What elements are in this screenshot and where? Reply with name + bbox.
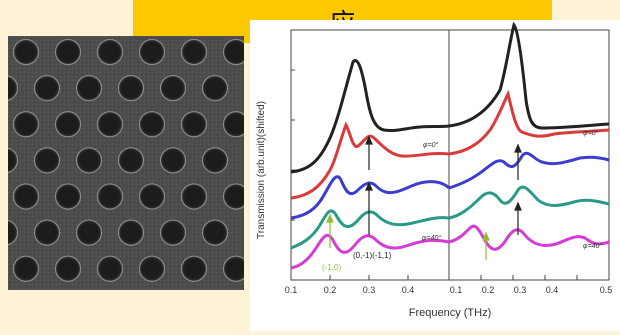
right-curve-black [449,25,609,128]
hole [97,183,123,209]
tick-right-4: 0.5 [600,285,613,295]
tick-right-1: 0.2 [482,285,495,295]
hole [160,75,186,101]
tick-left-0: 0.1 [285,285,298,295]
hole [139,111,165,137]
hole [160,147,186,173]
hole [118,147,144,173]
hole [181,256,207,282]
hole [55,183,81,209]
hole [139,256,165,282]
right-curve-red [449,94,609,154]
hole [97,39,123,65]
hole [76,220,102,246]
hole [97,256,123,282]
hole [181,183,207,209]
hole [202,75,228,101]
hole [76,147,102,173]
hole [181,111,207,137]
hole [13,183,39,209]
hole [139,183,165,209]
hole [34,75,60,101]
hole [55,111,81,137]
right-curve-blue [449,153,609,188]
tick-right-2: 0.3 [514,285,527,295]
left-ann-low: (-1,0) [322,263,341,272]
left-label-phi0: φ=0° [423,141,439,149]
hole-array-image [8,36,244,290]
tick-right-3: 0.4 [546,285,559,295]
x-axis-label: Frequency (THz) [409,307,492,319]
hole [13,256,39,282]
left-ann-mid: (0,-1)(-1,1) [353,251,392,260]
hole [160,220,186,246]
hole [118,220,144,246]
hole [13,111,39,137]
hole [34,147,60,173]
hole [34,220,60,246]
hole [97,111,123,137]
right-label-phi40: φ=40° [583,242,602,250]
hole [118,75,144,101]
sem-micrograph [8,36,244,290]
right-curve-teal [449,187,609,218]
hole [55,39,81,65]
hole [181,39,207,65]
tick-right-0: 0.1 [450,285,463,295]
transmission-figure: Transmission (arb.unit)(shifted) 0.1 0.2… [250,20,620,331]
tick-left-2: 0.3 [363,285,376,295]
tick-left-3: 0.4 [402,285,415,295]
hole [76,75,102,101]
hole [202,147,228,173]
hole [13,39,39,65]
y-axis-label: Transmission (arb.unit)(shifted) [256,101,267,239]
tick-left-1: 0.2 [324,285,337,295]
spectra-plot: Transmission (arb.unit)(shifted) 0.1 0.2… [250,20,620,331]
hole [139,39,165,65]
left-label-phi40: φ=40° [422,234,441,242]
hole [55,256,81,282]
hole [202,220,228,246]
right-label-phi0: φ=0° [583,129,599,137]
